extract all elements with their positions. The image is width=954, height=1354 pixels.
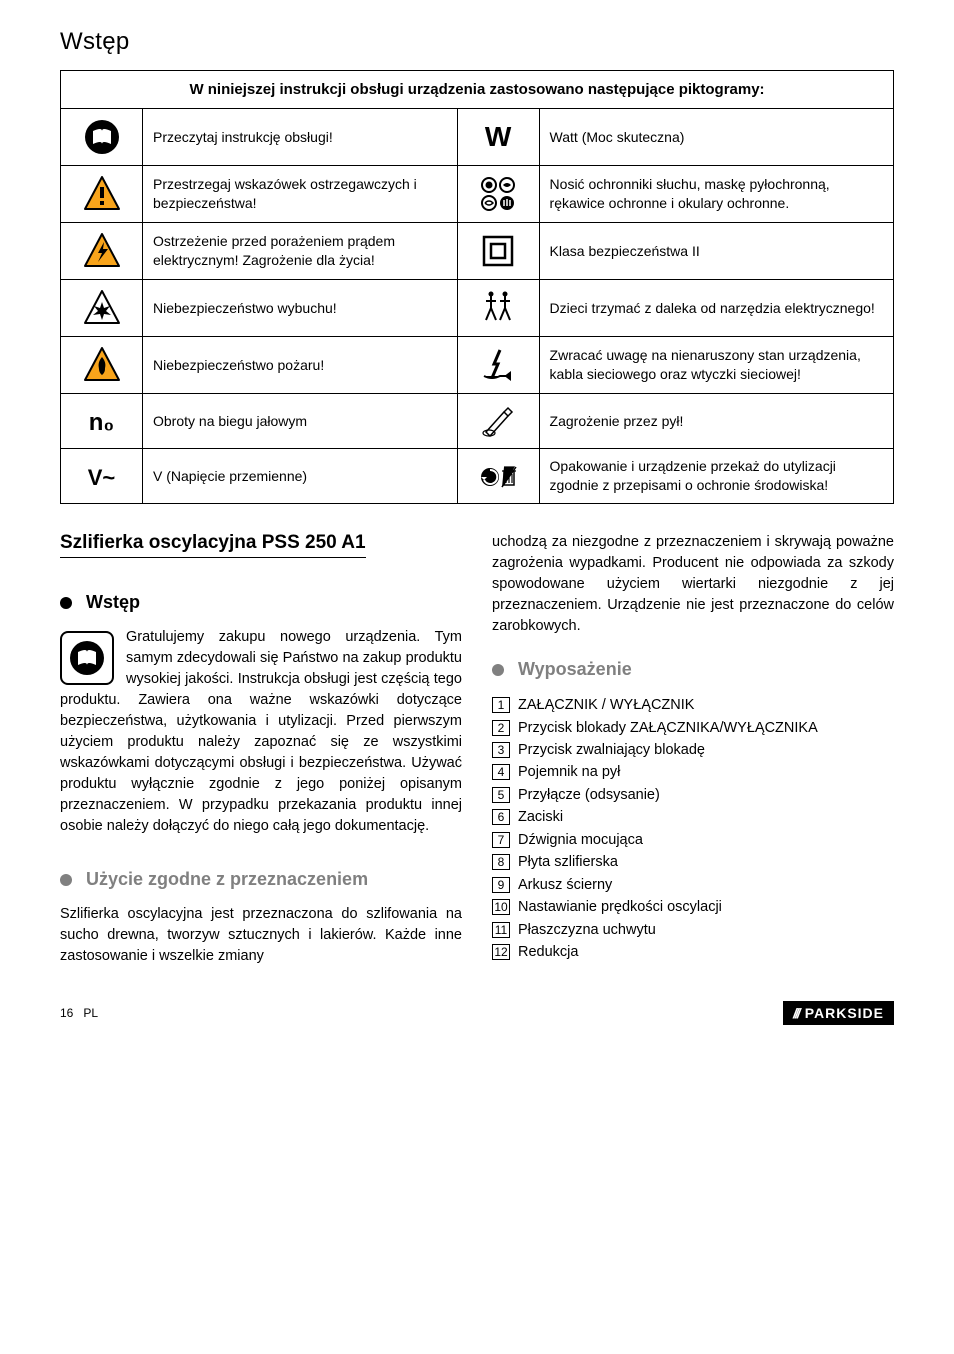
item-number: 10	[492, 899, 510, 915]
shock-icon	[61, 223, 143, 280]
list-item: 4Pojemnik na pył	[492, 761, 894, 783]
item-number: 7	[492, 832, 510, 848]
list-item: 9Arkusz ścierny	[492, 874, 894, 896]
intro-paragraph: Gratulujemy zakupu nowego urządzenia. Ty…	[60, 627, 462, 837]
item-number: 3	[492, 742, 510, 758]
bullet-icon	[492, 664, 504, 676]
item-number: 5	[492, 787, 510, 803]
manual-icon	[61, 109, 143, 166]
pictogram-table-header: W niniejszej instrukcji obsługi urządzen…	[61, 71, 894, 109]
brand-name: PARKSIDE	[805, 1005, 884, 1021]
list-item: 7Dźwignia mocująca	[492, 829, 894, 851]
table-row: Przeczytaj instrukcję obsługi! W Watt (M…	[61, 109, 894, 166]
list-item: 3Przycisk zwalniający blokadę	[492, 739, 894, 761]
picto-text: Zagrożenie przez pył!	[539, 394, 893, 449]
page-footer: 16 PL /// PARKSIDE	[60, 1001, 894, 1025]
picto-text: Zwracać uwagę na nienaruszony stan urząd…	[539, 337, 893, 394]
picto-text: Nosić ochronniki słuchu, maskę pyłochron…	[539, 166, 893, 223]
item-number: 12	[492, 944, 510, 960]
table-row: n₀ Obroty na biegu jałowym Zagrożenie pr…	[61, 394, 894, 449]
bullet-icon	[60, 597, 72, 609]
picto-text: Ostrzeżenie przed porażeniem prądem elek…	[143, 223, 458, 280]
section-heading-text: Wstęp	[86, 592, 140, 613]
table-row: Ostrzeżenie przed porażeniem prądem elek…	[61, 223, 894, 280]
ppe-icon	[457, 166, 539, 223]
section-heading-intro: Wstęp	[60, 592, 462, 613]
product-title: Szlifierka oscylacyjna PSS 250 A1	[60, 532, 366, 558]
dust-icon	[457, 394, 539, 449]
section-heading-text: Wyposażenie	[518, 659, 632, 680]
table-row: Niebezpieczeństwo wybuchu! Dzieci trzyma…	[61, 280, 894, 337]
picto-text: Klasa bezpieczeństwa II	[539, 223, 893, 280]
pictogram-table: W niniejszej instrukcji obsługi urządzen…	[60, 70, 894, 504]
picto-text: Przestrzegaj wskazówek ostrzegawczych i …	[143, 166, 458, 223]
item-number: 4	[492, 764, 510, 780]
section-heading-equipment: Wyposażenie	[492, 659, 894, 680]
table-row: Niebezpieczeństwo pożaru! Zwracać uwagę …	[61, 337, 894, 394]
manual-icon	[60, 631, 114, 685]
list-item: 2Przycisk blokady ZAŁĄCZNIKA/WYŁĄCZNIKA	[492, 717, 894, 739]
item-number: 1	[492, 697, 510, 713]
watt-symbol: W	[485, 121, 511, 152]
item-number: 11	[492, 922, 510, 938]
picto-text: V (Napięcie przemienne)	[143, 449, 458, 504]
idle-speed-symbol: n₀	[89, 409, 114, 436]
item-number: 6	[492, 809, 510, 825]
use-paragraph-2: uchodzą za niezgodne z przeznaczeniem i …	[492, 532, 894, 637]
page-lang: PL	[83, 1006, 98, 1020]
list-item: 5Przyłącze (odsysanie)	[492, 784, 894, 806]
list-item: 11Płaszczyzna uchwytu	[492, 919, 894, 941]
brand-stripes-icon: ///	[793, 1005, 799, 1021]
cable-icon	[457, 337, 539, 394]
picto-text: Niebezpieczeństwo pożaru!	[143, 337, 458, 394]
section-heading-use: Użycie zgodne z przeznaczeniem	[60, 869, 462, 890]
picto-text: Obroty na biegu jałowym	[143, 394, 458, 449]
page-number: 16	[60, 1006, 73, 1020]
item-number: 8	[492, 854, 510, 870]
table-row: Przestrzegaj wskazówek ostrzegawczych i …	[61, 166, 894, 223]
picto-text: Watt (Moc skuteczna)	[539, 109, 893, 166]
brand-badge: /// PARKSIDE	[783, 1001, 894, 1025]
list-item: 10Nastawianie prędkości oscylacji	[492, 896, 894, 918]
table-row: V~ V (Napięcie przemienne) Opakowanie i …	[61, 449, 894, 504]
class2-icon	[457, 223, 539, 280]
explosion-icon	[61, 280, 143, 337]
item-number: 9	[492, 877, 510, 893]
page-title: Wstęp	[60, 28, 894, 56]
list-item: 12Redukcja	[492, 941, 894, 963]
fire-icon	[61, 337, 143, 394]
voltage-symbol: V~	[88, 465, 116, 490]
bullet-icon	[60, 874, 72, 886]
equipment-list: 1ZAŁĄCZNIK / WYŁĄCZNIK 2Przycisk blokady…	[492, 694, 894, 964]
picto-text: Niebezpieczeństwo wybuchu!	[143, 280, 458, 337]
picto-text: Opakowanie i urządzenie przekaż do utyli…	[539, 449, 893, 504]
warning-icon	[61, 166, 143, 223]
list-item: 8Płyta szlifierska	[492, 851, 894, 873]
picto-text: Dzieci trzymać z daleka od narzędzia ele…	[539, 280, 893, 337]
list-item: 6Zaciski	[492, 806, 894, 828]
recycle-icon	[457, 449, 539, 504]
picto-text: Przeczytaj instrukcję obsługi!	[143, 109, 458, 166]
item-number: 2	[492, 720, 510, 736]
children-icon	[457, 280, 539, 337]
list-item: 1ZAŁĄCZNIK / WYŁĄCZNIK	[492, 694, 894, 716]
use-paragraph-1: Szlifierka oscylacyjna jest przeznaczona…	[60, 904, 462, 967]
section-heading-text: Użycie zgodne z przeznaczeniem	[86, 869, 368, 890]
